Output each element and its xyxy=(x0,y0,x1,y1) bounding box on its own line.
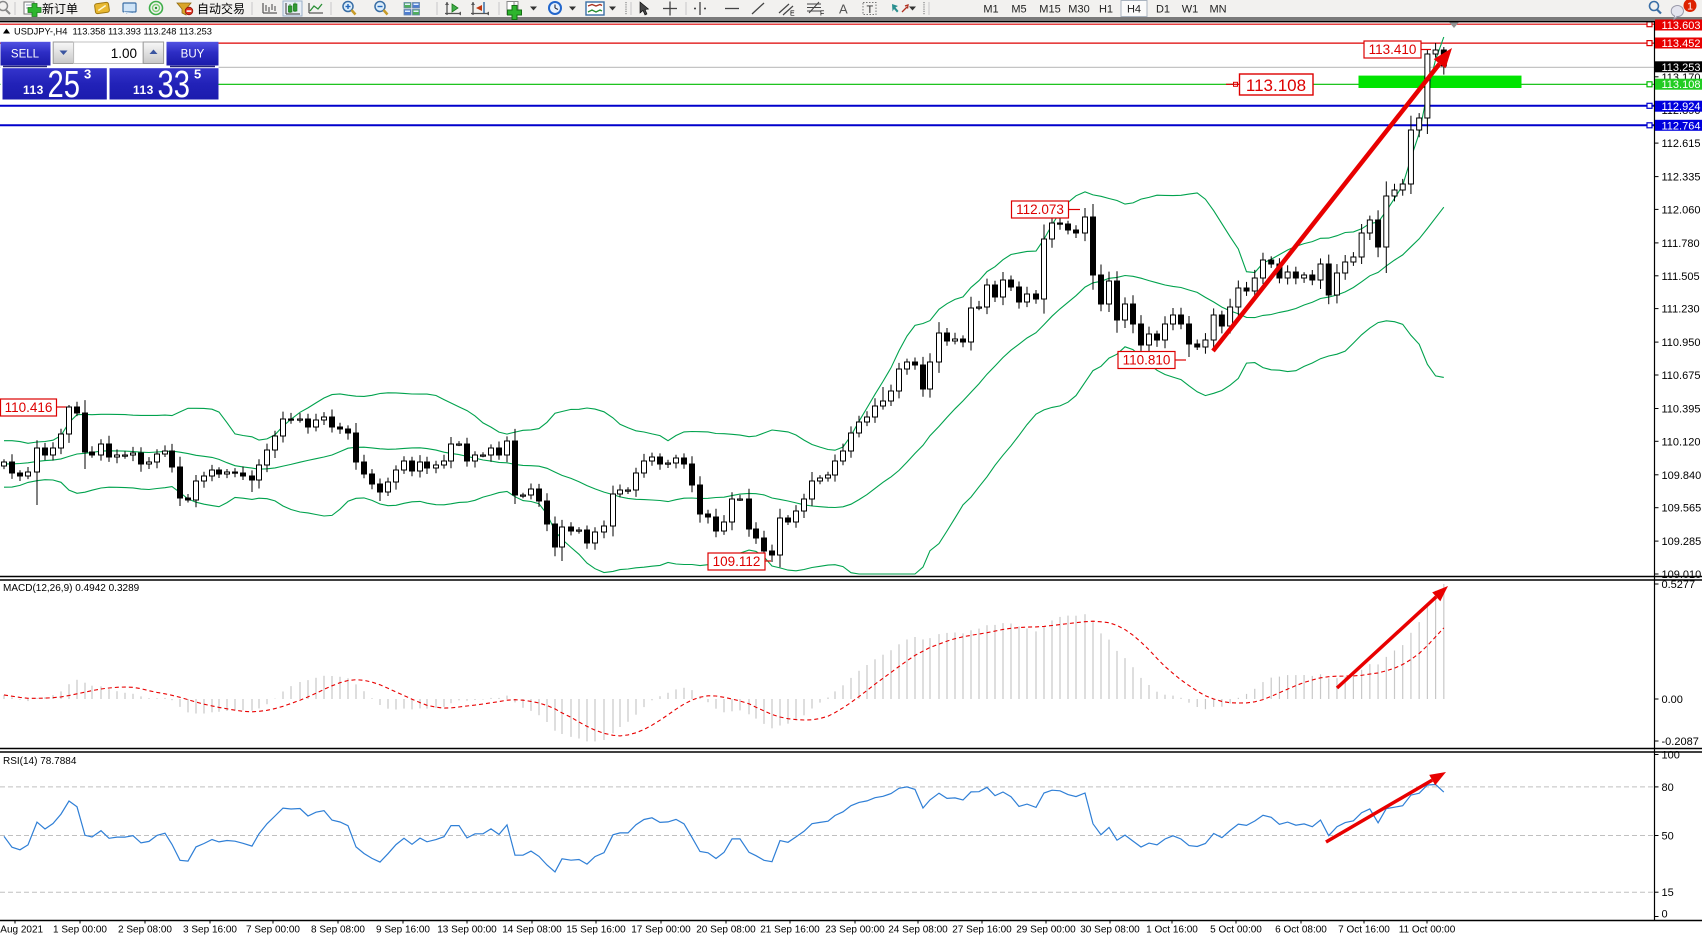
svg-text:8 Sep 08:00: 8 Sep 08:00 xyxy=(311,925,365,936)
svg-text:USDJPY-,H4 113.358 113.393 11: USDJPY-,H4 113.358 113.393 113.248 113.2… xyxy=(14,27,212,37)
svg-text:110.950: 110.950 xyxy=(1662,337,1701,349)
svg-text:23 Sep 00:00: 23 Sep 00:00 xyxy=(825,925,885,936)
svg-text:15 Sep 16:00: 15 Sep 16:00 xyxy=(566,925,626,936)
svg-text:M5: M5 xyxy=(1011,4,1026,16)
svg-text:M15: M15 xyxy=(1039,4,1060,16)
svg-text:30 Aug 2021: 30 Aug 2021 xyxy=(0,925,44,936)
svg-text:113: 113 xyxy=(23,83,44,97)
svg-text:50: 50 xyxy=(1662,831,1674,843)
svg-text:1: 1 xyxy=(1687,1,1693,13)
svg-text:SELL: SELL xyxy=(11,49,40,61)
svg-text:1 Sep 00:00: 1 Sep 00:00 xyxy=(53,925,107,936)
svg-text:自动交易: 自动交易 xyxy=(197,1,245,16)
svg-text:113.452: 113.452 xyxy=(1662,38,1701,50)
svg-text:110.120: 110.120 xyxy=(1662,436,1701,448)
svg-text:111.780: 111.780 xyxy=(1662,238,1700,250)
svg-text:新订单: 新订单 xyxy=(42,1,78,16)
svg-text:17 Sep 00:00: 17 Sep 00:00 xyxy=(631,925,691,936)
svg-text:6 Oct 08:00: 6 Oct 08:00 xyxy=(1275,925,1327,936)
svg-text:24 Sep 08:00: 24 Sep 08:00 xyxy=(888,925,948,936)
svg-text:30 Sep 08:00: 30 Sep 08:00 xyxy=(1080,925,1140,936)
svg-text:-0.2087: -0.2087 xyxy=(1662,736,1699,748)
svg-text:0.5277: 0.5277 xyxy=(1662,579,1696,591)
svg-text:MN: MN xyxy=(1209,4,1226,16)
svg-text:1 Oct 16:00: 1 Oct 16:00 xyxy=(1146,925,1198,936)
svg-text:RSI(14) 78.7884: RSI(14) 78.7884 xyxy=(3,756,77,767)
svg-text:2 Sep 08:00: 2 Sep 08:00 xyxy=(118,925,172,936)
svg-text:113.603: 113.603 xyxy=(1662,20,1701,32)
svg-text:E: E xyxy=(790,11,795,18)
svg-text:110.416: 110.416 xyxy=(5,400,53,415)
svg-text:112.615: 112.615 xyxy=(1662,138,1701,150)
svg-text:80: 80 xyxy=(1662,782,1674,794)
svg-text:33: 33 xyxy=(158,64,191,106)
svg-text:13 Sep 00:00: 13 Sep 00:00 xyxy=(437,925,497,936)
svg-text:109.840: 109.840 xyxy=(1662,470,1702,482)
svg-text:25: 25 xyxy=(48,64,81,106)
svg-text:1.00: 1.00 xyxy=(111,46,137,61)
svg-text:7 Sep 00:00: 7 Sep 00:00 xyxy=(246,925,300,936)
svg-text:113: 113 xyxy=(133,83,154,97)
svg-text:H4: H4 xyxy=(1127,4,1141,16)
svg-text:113.410: 113.410 xyxy=(1369,42,1417,57)
svg-text:M1: M1 xyxy=(983,4,998,16)
svg-text:110.675: 110.675 xyxy=(1662,370,1701,382)
svg-text:110.810: 110.810 xyxy=(1123,353,1171,368)
svg-text:0: 0 xyxy=(1662,909,1668,921)
svg-text:20 Sep 08:00: 20 Sep 08:00 xyxy=(696,925,756,936)
svg-text:BUY: BUY xyxy=(181,49,205,61)
svg-text:15: 15 xyxy=(1662,887,1674,899)
svg-text:MACD(12,26,9) 0.4942 0.3289: MACD(12,26,9) 0.4942 0.3289 xyxy=(3,583,140,594)
svg-text:113.108: 113.108 xyxy=(1246,76,1306,95)
svg-text:112.073: 112.073 xyxy=(1016,202,1064,217)
svg-text:11 Oct 00:00: 11 Oct 00:00 xyxy=(1399,925,1456,936)
svg-text:T: T xyxy=(867,4,874,16)
svg-text:109.285: 109.285 xyxy=(1662,536,1702,548)
svg-text:A: A xyxy=(839,2,848,17)
svg-text:5 Oct 00:00: 5 Oct 00:00 xyxy=(1210,925,1262,936)
svg-text:111.230: 111.230 xyxy=(1662,304,1700,316)
svg-text:29 Sep 00:00: 29 Sep 00:00 xyxy=(1016,925,1076,936)
svg-text:113.253: 113.253 xyxy=(1662,62,1701,74)
svg-text:0.00: 0.00 xyxy=(1662,694,1683,706)
svg-text:D1: D1 xyxy=(1156,4,1170,16)
svg-text:111.505: 111.505 xyxy=(1662,271,1700,283)
svg-text:109.112: 109.112 xyxy=(713,554,761,569)
svg-text:113.108: 113.108 xyxy=(1662,79,1701,91)
svg-text:110.395: 110.395 xyxy=(1662,404,1701,416)
svg-text:112.335: 112.335 xyxy=(1662,172,1701,184)
svg-text:F: F xyxy=(820,11,824,18)
svg-text:3 Sep 16:00: 3 Sep 16:00 xyxy=(183,925,237,936)
svg-text:109.010: 109.010 xyxy=(1662,569,1702,581)
svg-text:112.924: 112.924 xyxy=(1662,101,1701,113)
svg-text:109.565: 109.565 xyxy=(1662,503,1702,515)
svg-text:100: 100 xyxy=(1662,750,1680,762)
svg-text:H1: H1 xyxy=(1099,4,1113,16)
svg-text:21 Sep 16:00: 21 Sep 16:00 xyxy=(760,925,820,936)
svg-text:W1: W1 xyxy=(1182,4,1199,16)
svg-text:7 Oct 16:00: 7 Oct 16:00 xyxy=(1338,925,1390,936)
svg-text:M30: M30 xyxy=(1068,4,1089,16)
svg-text:14 Sep 08:00: 14 Sep 08:00 xyxy=(502,925,562,936)
svg-text:9 Sep 16:00: 9 Sep 16:00 xyxy=(376,925,430,936)
svg-text:5: 5 xyxy=(194,67,201,82)
svg-text:112.060: 112.060 xyxy=(1662,204,1701,216)
svg-text:27 Sep 16:00: 27 Sep 16:00 xyxy=(952,925,1012,936)
svg-text:3: 3 xyxy=(84,67,91,82)
svg-text:112.764: 112.764 xyxy=(1662,120,1701,132)
